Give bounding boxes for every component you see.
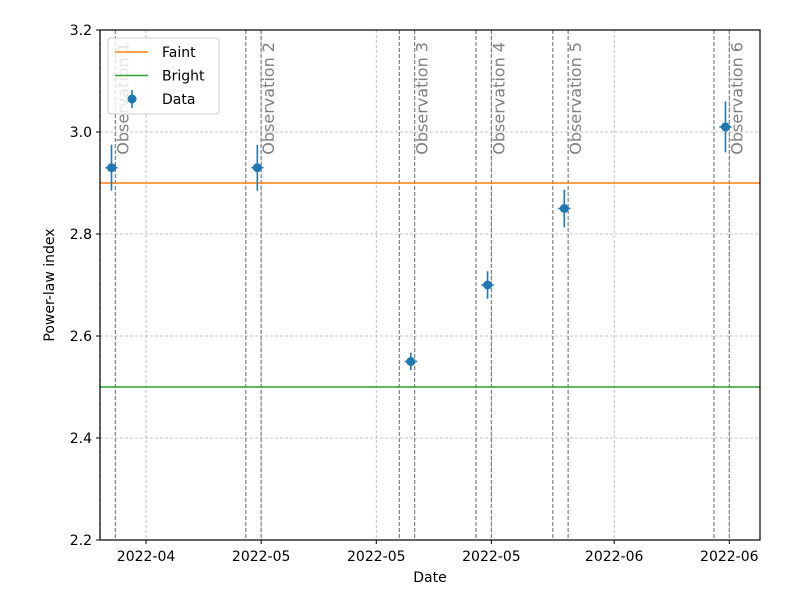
y-tick-label: 2.8	[70, 227, 92, 243]
x-tick-label: 2022-06	[700, 549, 759, 565]
observation-label: Observation 4	[489, 42, 508, 155]
data-marker	[720, 122, 730, 132]
y-tick-label: 2.4	[70, 431, 92, 447]
data-points	[105, 101, 732, 371]
observation-label: Observation 6	[727, 42, 746, 155]
legend-label: Bright	[162, 69, 205, 85]
y-tick-label: 3.0	[70, 125, 92, 141]
x-tick-label: 2022-05	[462, 549, 521, 565]
y-tick-label: 2.2	[70, 533, 92, 549]
data-point	[558, 189, 571, 228]
x-tick-label: 2022-05	[347, 549, 406, 565]
legend-swatch-marker	[127, 94, 137, 104]
data-marker	[406, 357, 416, 366]
observation-label: Observation 5	[566, 42, 585, 155]
data-marker	[483, 280, 493, 290]
x-axis-ticks: 2022-04 2022-05 2022-05 2022-05 2022-06 2022-…	[117, 540, 759, 565]
data-point	[251, 144, 264, 191]
x-axis-label: Date	[413, 570, 446, 586]
data-point	[105, 144, 118, 191]
data-marker	[559, 204, 569, 213]
reference-lines	[100, 182, 760, 388]
data-marker	[107, 163, 117, 173]
legend: Faint Bright Data	[107, 37, 220, 115]
x-tick-label: 2022-06	[585, 549, 644, 565]
legend-label: Data	[162, 92, 195, 108]
x-tick-label: 2022-04	[117, 549, 176, 565]
observation-label: Observation 2	[259, 42, 278, 155]
plot-frame	[99, 29, 761, 541]
legend-label: Faint	[162, 45, 196, 61]
legend-box	[107, 37, 220, 115]
data-point	[719, 101, 732, 153]
observation-label: Observation 3	[413, 42, 432, 155]
y-tick-label: 3.2	[70, 23, 92, 39]
data-marker	[252, 163, 262, 173]
y-axis-ticks: 2.2 2.4 2.6 2.8 3.0 3.2	[70, 23, 100, 549]
x-tick-label: 2022-05	[232, 549, 291, 565]
data-point	[404, 352, 417, 371]
y-axis-label: Power-law index	[42, 228, 58, 341]
data-point	[481, 271, 494, 299]
y-tick-label: 2.6	[70, 329, 92, 345]
